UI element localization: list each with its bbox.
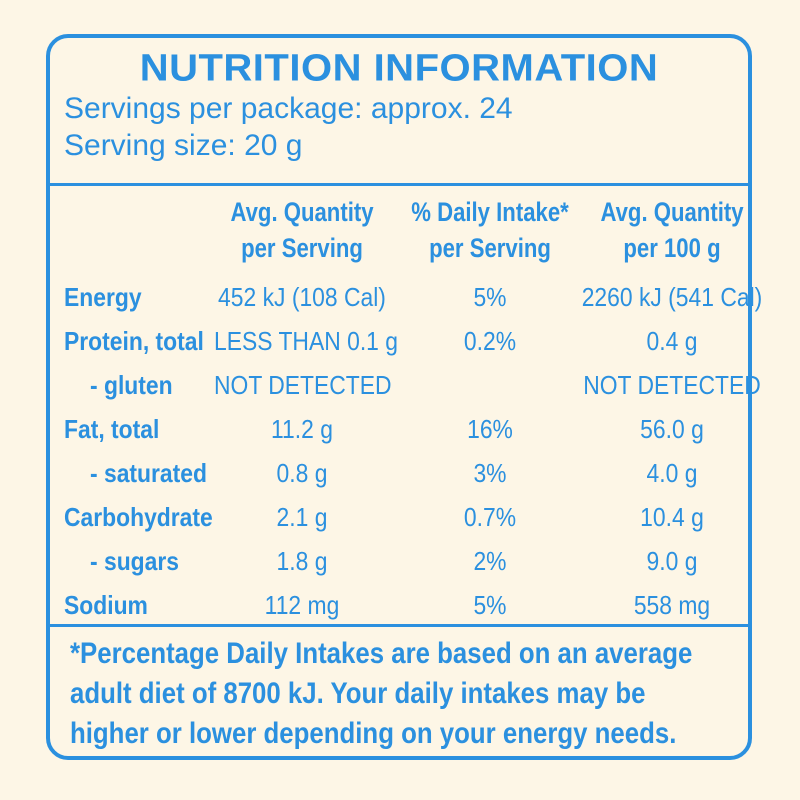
cell-gluten-per-serving: NOT DETECTED bbox=[214, 370, 392, 400]
col-header-per-serving: Avg. Quantity per Serving bbox=[220, 194, 384, 266]
cell-sodium-per-serving: 112 mg bbox=[264, 590, 340, 620]
col-header-line: % Daily Intake* bbox=[411, 197, 569, 227]
footnote-line: *Percentage Daily Intakes are based on a… bbox=[70, 637, 693, 670]
cell-saturated-per-100g: 4.0 g bbox=[646, 458, 698, 488]
cell-carbohydrate-daily-intake: 0.7% bbox=[463, 502, 517, 532]
cell-sugars-daily-intake: 2% bbox=[473, 546, 507, 576]
col-header-line: Avg. Quantity bbox=[600, 197, 744, 227]
cell-protein-per-serving: LESS THAN 0.1 g bbox=[214, 326, 398, 356]
cell-saturated-daily-intake: 3% bbox=[473, 458, 507, 488]
col-header-line: per Serving bbox=[429, 233, 551, 263]
nutrition-panel: NUTRITION INFORMATION Servings per packa… bbox=[46, 34, 762, 760]
footnote: *Percentage Daily Intakes are based on a… bbox=[70, 634, 741, 754]
col-header-per-100g: Avg. Quantity per 100 g bbox=[590, 194, 754, 266]
footnote-line: higher or lower depending on your energy… bbox=[70, 717, 677, 750]
col-header-line: Avg. Quantity bbox=[230, 197, 374, 227]
cell-protein-per-100g: 0.4 g bbox=[646, 326, 698, 356]
cell-energy-per-serving: 452 kJ (108 Cal) bbox=[218, 282, 386, 312]
row-label-sugars: - sugars bbox=[90, 546, 180, 576]
col-header-line: per Serving bbox=[241, 233, 363, 263]
cell-energy-daily-intake: 5% bbox=[473, 282, 507, 312]
cell-carbohydrate-per-serving: 2.1 g bbox=[276, 502, 328, 532]
cell-sodium-per-100g: 558 mg bbox=[633, 590, 711, 620]
serving-size: Serving size: 20 g bbox=[64, 129, 303, 162]
row-label-protein: Protein, total bbox=[64, 326, 204, 356]
servings-per-package: Servings per package: approx. 24 bbox=[64, 92, 513, 125]
cell-protein-daily-intake: 0.2% bbox=[463, 326, 517, 356]
cell-fat-per-100g: 56.0 g bbox=[640, 414, 704, 444]
cell-fat-daily-intake: 16% bbox=[467, 414, 513, 444]
cell-sodium-daily-intake: 5% bbox=[473, 590, 507, 620]
cell-saturated-per-serving: 0.8 g bbox=[276, 458, 328, 488]
row-label-gluten: - gluten bbox=[90, 370, 173, 400]
cell-sugars-per-100g: 9.0 g bbox=[646, 546, 698, 576]
cell-gluten-per-100g: NOT DETECTED bbox=[583, 370, 761, 400]
cell-energy-per-100g: 2260 kJ (541 Cal) bbox=[581, 282, 763, 312]
row-label-saturated: - saturated bbox=[90, 458, 207, 488]
divider-bottom bbox=[50, 624, 748, 627]
col-header-daily-intake: % Daily Intake* per Serving bbox=[408, 194, 572, 266]
panel-title: NUTRITION INFORMATION bbox=[139, 46, 659, 90]
row-label-energy: Energy bbox=[64, 282, 142, 312]
divider-top bbox=[50, 183, 748, 186]
cell-fat-per-serving: 11.2 g bbox=[271, 414, 333, 444]
cell-sugars-per-serving: 1.8 g bbox=[276, 546, 328, 576]
row-label-sodium: Sodium bbox=[64, 590, 148, 620]
row-label-carbohydrate: Carbohydrate bbox=[64, 502, 213, 532]
cell-carbohydrate-per-100g: 10.4 g bbox=[640, 502, 704, 532]
col-header-line: per 100 g bbox=[623, 233, 721, 263]
footnote-line: adult diet of 8700 kJ. Your daily intake… bbox=[70, 677, 646, 710]
row-label-fat: Fat, total bbox=[64, 414, 160, 444]
